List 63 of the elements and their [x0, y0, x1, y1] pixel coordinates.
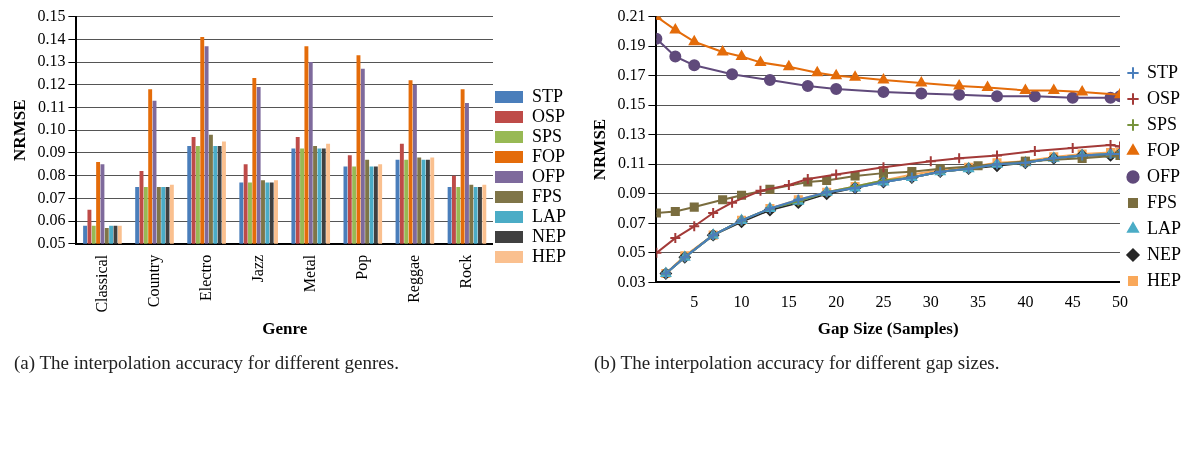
y-tick-label: 0.17: [617, 65, 646, 83]
x-axis-title: Genre: [262, 319, 308, 339]
y-tick-label: 0.14: [37, 29, 66, 47]
legend-label: FPS: [532, 185, 563, 206]
x-tick-label: 25: [875, 293, 892, 311]
x-tick-label: Metal: [300, 254, 318, 293]
y-tick-label: 0.05: [617, 243, 646, 261]
legend-label: LAP: [532, 205, 567, 226]
legend-label: OFP: [1147, 165, 1181, 186]
x-tick-label: Electro: [196, 254, 214, 302]
y-tick-label: 0.13: [617, 124, 646, 142]
y-tick-label: 0.13: [37, 52, 66, 70]
x-tick-label: 30: [922, 293, 939, 311]
y-axis-title: NRMSE: [9, 99, 29, 161]
x-axis-title: Gap Size (Samples): [817, 319, 959, 339]
y-tick-label: 0.15: [37, 6, 66, 24]
y-tick-label: 0.11: [37, 97, 66, 115]
y-tick-label: 0.07: [617, 213, 646, 231]
legend-label: SPS: [1147, 113, 1178, 134]
y-tick-label: 0.10: [37, 120, 66, 138]
y-tick-label: 0.21: [617, 6, 646, 24]
x-tick-label: 15: [780, 293, 797, 311]
y-tick-label: 0.07: [37, 188, 66, 206]
y-tick-label: 0.19: [617, 36, 646, 54]
legend-label: NEP: [1147, 243, 1182, 264]
x-tick-label: 20: [828, 293, 845, 311]
x-tick-label: 40: [1017, 293, 1034, 311]
legend-label: FPS: [1147, 191, 1178, 212]
legend-label: SPS: [532, 125, 563, 146]
x-tick-label: Rock: [457, 254, 475, 289]
y-tick-label: 0.09: [617, 184, 646, 201]
x-tick-label: Reggae: [405, 254, 424, 303]
legend-label: OFP: [532, 165, 566, 186]
y-tick-label: 0.12: [37, 74, 66, 92]
x-tick-label: Country: [144, 254, 163, 308]
legend-label: NEP: [532, 225, 567, 246]
legend-label: STP: [1147, 61, 1179, 82]
x-tick-label: Classical: [92, 254, 110, 313]
y-tick-label: 0.08: [37, 165, 66, 183]
legend-label: STP: [532, 85, 564, 106]
y-tick-label: 0.06: [37, 211, 66, 229]
x-tick-label: 50: [1112, 293, 1128, 311]
x-tick-label: 5: [690, 293, 699, 311]
x-tick-label: 10: [733, 293, 750, 311]
x-tick-label: 45: [1064, 293, 1081, 311]
y-tick-label: 0.05: [37, 234, 66, 252]
legend-label: OSP: [1147, 87, 1181, 108]
legend-label: HEP: [532, 245, 567, 266]
text: (a) The interpolation accuracy for different genres.: [14, 351, 400, 375]
y-tick-label: 0.03: [617, 272, 646, 290]
legend-label: OSP: [532, 105, 566, 126]
legend-label: FOP: [532, 145, 566, 166]
legend-label: LAP: [1147, 217, 1182, 238]
y-axis-title: NRMSE: [589, 118, 609, 181]
x-tick-label: 35: [970, 293, 987, 311]
text: (b) The interpolation accuracy for different gap sizes.: [594, 351, 1001, 375]
y-tick-label: 0.11: [617, 154, 646, 172]
x-tick-label: Jazz: [248, 254, 266, 283]
y-tick-label: 0.09: [37, 143, 66, 161]
legend-label: FOP: [1147, 139, 1181, 160]
legend-label: HEP: [1147, 269, 1182, 290]
x-tick-label: Pop: [353, 254, 372, 280]
y-tick-label: 0.15: [617, 95, 646, 113]
